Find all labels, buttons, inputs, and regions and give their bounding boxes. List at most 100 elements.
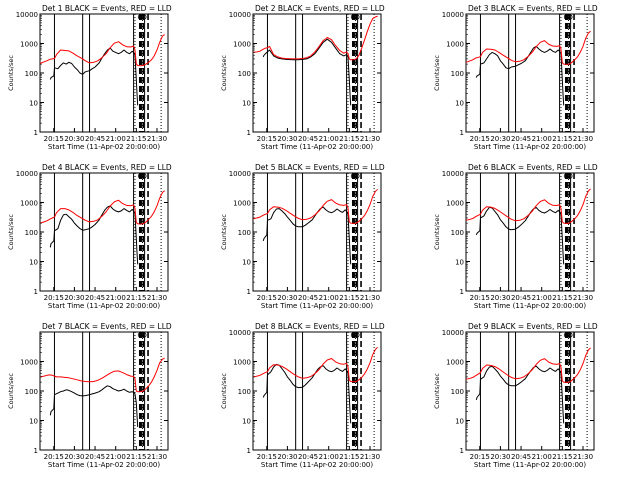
x-tick-label: 21:00 [532, 294, 552, 302]
y-tick-label: 10000 [442, 170, 464, 178]
y-tick-label: 10000 [16, 11, 38, 19]
y-tick-label: 1 [460, 129, 464, 137]
x-tick-label: 20:30 [490, 294, 510, 302]
x-tick-label: 21:30 [573, 453, 593, 461]
y-tick-label: 10 [29, 100, 38, 108]
marker-circle [137, 173, 144, 179]
detector-panel-3: 1 10 100 1000 10000 20:15 20:30 20:45 21:00 21:15… [433, 4, 598, 151]
x-tick-label: 20:15 [470, 453, 490, 461]
detector-panel-1: 1 10 100 1000 10000 20:15 20:30 20:45 21:00 21:15… [7, 4, 172, 151]
y-tick-label: 10 [29, 259, 38, 267]
y-tick-label: 1000 [446, 200, 464, 208]
x-axis-label: Start Time (11-Apr-02 20:00:00) [48, 302, 160, 310]
x-tick-label: 21:30 [573, 294, 593, 302]
x-tick-label: 21:15 [552, 294, 572, 302]
panel-title: Det 8 BLACK = Events, RED = LLD [255, 322, 385, 331]
series-lld-line [39, 34, 165, 67]
y-tick-label: 1000 [20, 41, 38, 49]
x-tick-label: 20:30 [277, 453, 297, 461]
marker-circle [137, 14, 144, 20]
y-tick-label: 1000 [233, 41, 251, 49]
series-lld-line [252, 15, 378, 61]
marker-circle [567, 173, 573, 179]
x-axis-label: Start Time (11-Apr-02 20:00:00) [261, 302, 373, 310]
detector-panel-5: 1 10 100 1000 10000 20:15 20:30 20:45 21:00 21:15… [220, 163, 385, 310]
marker-circle [567, 14, 573, 20]
x-tick-label: 20:15 [44, 135, 64, 143]
x-tick-label: 20:30 [277, 135, 297, 143]
x-tick-label: 21:15 [552, 135, 572, 143]
x-axis-label: Start Time (11-Apr-02 20:00:00) [474, 302, 586, 310]
marker-circle [354, 14, 360, 20]
series-events-line [262, 38, 352, 106]
y-axis-label: Counts/sec [220, 55, 228, 91]
y-tick-label: 10000 [16, 170, 38, 178]
series-events-line [49, 47, 139, 106]
y-tick-label: 1 [460, 447, 464, 455]
x-tick-label: 20:45 [511, 453, 531, 461]
series-lld-line [465, 188, 591, 224]
x-tick-label: 20:15 [257, 453, 277, 461]
y-tick-label: 10000 [442, 329, 464, 337]
y-tick-label: 100 [238, 229, 251, 237]
x-tick-label: 21:00 [319, 294, 339, 302]
series-events-line [475, 365, 565, 424]
panel-title: Det 5 BLACK = Events, RED = LLD [255, 163, 385, 172]
marker-circle [141, 332, 147, 338]
x-tick-label: 21:30 [573, 135, 593, 143]
y-axis-label: Counts/sec [7, 373, 15, 409]
detector-panel-2: 1 10 100 1000 10000 20:15 20:30 20:45 21:00 21:15… [220, 4, 385, 151]
x-tick-label: 20:45 [298, 135, 318, 143]
y-tick-label: 100 [451, 229, 464, 237]
y-tick-label: 1000 [233, 200, 251, 208]
y-tick-label: 1000 [20, 359, 38, 367]
y-tick-label: 10 [455, 259, 464, 267]
series-events-line [475, 45, 565, 106]
x-axis-label: Start Time (11-Apr-02 20:00:00) [261, 461, 373, 469]
x-tick-label: 21:30 [360, 294, 380, 302]
series-events-line [262, 206, 352, 265]
y-axis-label: Counts/sec [433, 373, 441, 409]
marker-circle [354, 332, 360, 338]
x-tick-label: 20:15 [470, 135, 490, 143]
x-axis-label: Start Time (11-Apr-02 20:00:00) [48, 461, 160, 469]
x-tick-label: 21:30 [147, 135, 167, 143]
y-tick-label: 100 [238, 70, 251, 78]
marker-circle [141, 173, 147, 179]
marker-circle [354, 173, 360, 179]
x-tick-label: 20:30 [64, 135, 84, 143]
x-tick-label: 20:45 [511, 294, 531, 302]
panel-title: Det 7 BLACK = Events, RED = LLD [42, 322, 172, 331]
series-lld-line [252, 188, 378, 224]
y-tick-label: 100 [451, 70, 464, 78]
x-tick-label: 21:00 [106, 135, 126, 143]
y-tick-label: 1 [247, 447, 251, 455]
x-tick-label: 20:15 [257, 294, 277, 302]
x-axis-label: Start Time (11-Apr-02 20:00:00) [261, 143, 373, 151]
x-tick-label: 21:15 [339, 453, 359, 461]
x-tick-label: 20:45 [85, 135, 105, 143]
marker-circle [350, 14, 357, 20]
x-axis-label: Start Time (11-Apr-02 20:00:00) [474, 143, 586, 151]
y-tick-label: 1000 [446, 41, 464, 49]
y-tick-label: 10 [455, 418, 464, 426]
y-tick-label: 100 [451, 388, 464, 396]
y-tick-label: 100 [25, 70, 38, 78]
marker-circle [350, 173, 357, 179]
y-tick-label: 10 [29, 418, 38, 426]
x-tick-label: 20:45 [511, 135, 531, 143]
detector-panel-6: 1 10 100 1000 10000 20:15 20:30 20:45 21:00 21:15… [433, 163, 598, 310]
x-tick-label: 21:15 [339, 135, 359, 143]
panel-title: Det 9 BLACK = Events, RED = LLD [468, 322, 598, 331]
y-tick-label: 1 [34, 129, 38, 137]
x-tick-label: 20:15 [44, 453, 64, 461]
panel-title: Det 3 BLACK = Events, RED = LLD [468, 4, 598, 13]
y-tick-label: 1 [34, 447, 38, 455]
x-tick-label: 21:00 [106, 294, 126, 302]
x-tick-label: 20:15 [44, 294, 64, 302]
marker-circle [563, 332, 570, 338]
x-tick-label: 20:30 [64, 453, 84, 461]
x-tick-label: 20:30 [490, 135, 510, 143]
y-axis-label: Counts/sec [220, 373, 228, 409]
x-tick-label: 21:15 [339, 294, 359, 302]
